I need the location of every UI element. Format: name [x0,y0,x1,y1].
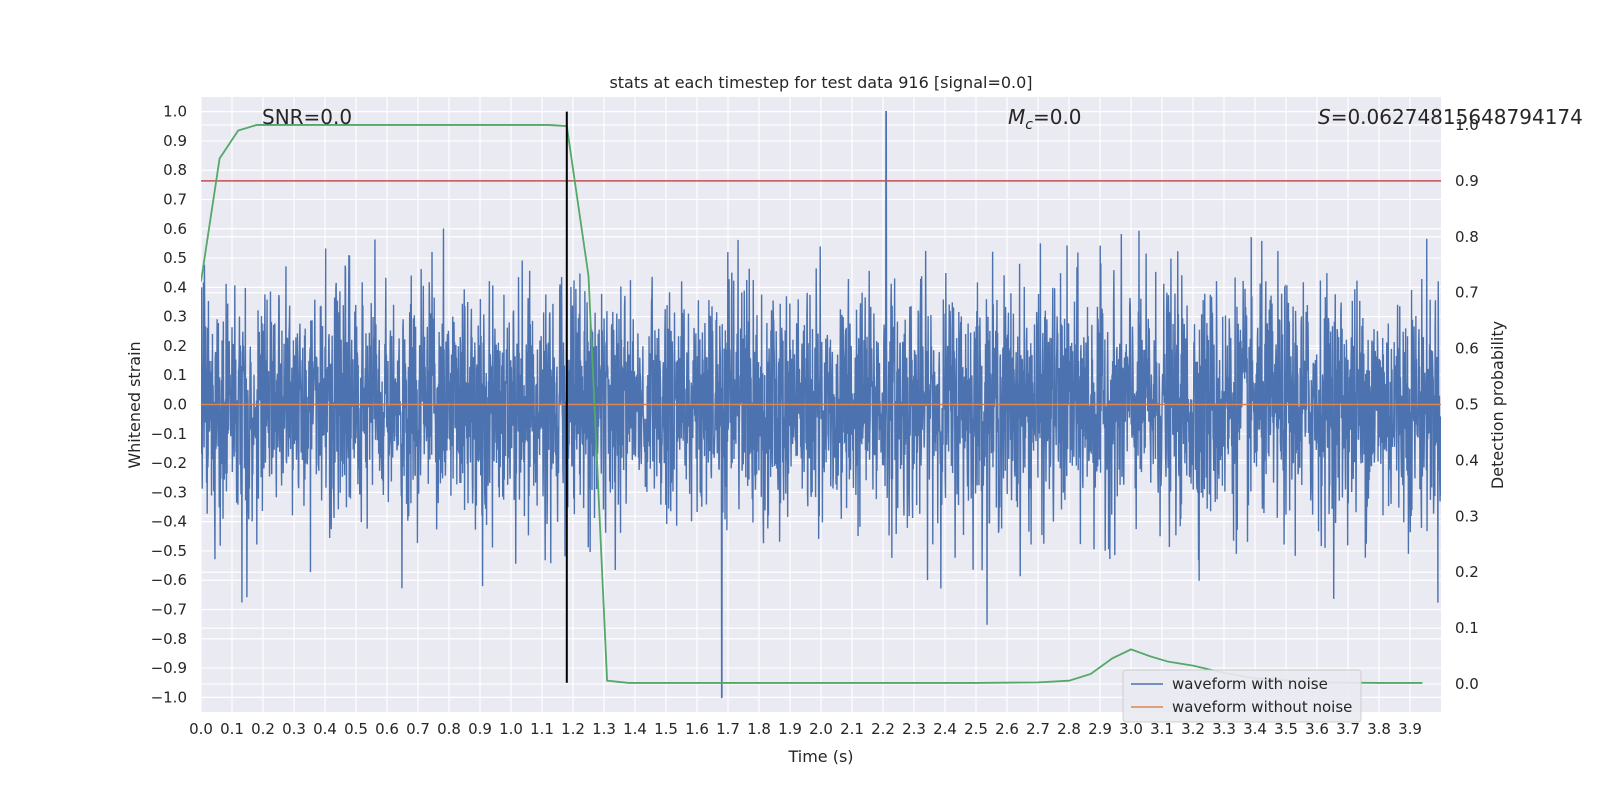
y-tick-label: −0.4 [151,513,187,531]
y2-axis-ticks: 1.0 0.9 0.8 0.7 0.6 0.5 0.4 0.3 0.2 0.1 0.0 [1455,116,1479,693]
x-tick-label: 1.2 [561,720,585,738]
y-tick-label: 1.0 [163,103,187,121]
y-tick-label: 0.5 [163,249,187,267]
legend-label-clean: waveform without noise [1172,698,1352,716]
y2-tick-label: 0.7 [1455,284,1479,302]
y-tick-label: −0.6 [151,571,187,589]
x-tick-label: 2.9 [1088,720,1112,738]
legend: waveform with noise waveform without noi… [1122,669,1362,723]
x-tick-label: 0.2 [251,720,275,738]
x-tick-label: 1.0 [499,720,523,738]
x-tick-label: 0.5 [344,720,368,738]
y-tick-label: −1.0 [151,688,187,706]
x-tick-label: 2.1 [840,720,864,738]
chirp-mass-annotation: Mc=0.0 [1008,105,1082,133]
y-tick-label: 0.9 [163,132,187,150]
x-tick-label: 0.1 [220,720,244,738]
y2-tick-label: 0.0 [1455,675,1479,693]
x-tick-label: 0.4 [313,720,337,738]
y2-tick-label: 1.0 [1455,116,1479,134]
x-tick-label: 1.1 [530,720,554,738]
x-tick-label: 2.0 [809,720,833,738]
y-tick-label: 0.3 [163,308,187,326]
x-tick-label: 2.3 [902,720,926,738]
x-tick-label: 0.3 [282,720,306,738]
y2-axis-label: Detection probability [1488,321,1507,489]
x-tick-label: 3.2 [1181,720,1205,738]
x-tick-label: 2.7 [1026,720,1050,738]
x-tick-label: 1.6 [685,720,709,738]
x-tick-label: 2.2 [871,720,895,738]
x-tick-label: 3.7 [1336,720,1360,738]
x-tick-label: 3.6 [1305,720,1329,738]
x-tick-label: 1.4 [623,720,647,738]
y-tick-label: −0.1 [151,425,187,443]
y-tick-label: 0.2 [163,337,187,355]
s-annotation: S=0.06274815648794174 [1318,105,1583,129]
y-tick-label: 0.1 [163,366,187,384]
y2-tick-label: 0.1 [1455,619,1479,637]
x-tick-label: 3.1 [1150,720,1174,738]
x-axis-ticks: 0.0 0.1 0.2 0.3 0.4 0.5 0.6 0.7 0.8 0.9 1.0 1.1 1.2 1… [189,720,1422,738]
x-tick-label: 0.0 [189,720,213,738]
y-tick-label: −0.2 [151,454,187,472]
x-tick-label: 0.6 [375,720,399,738]
y2-tick-label: 0.9 [1455,172,1479,190]
series-waveform-with-noise [201,110,1441,699]
x-tick-label: 1.3 [592,720,616,738]
x-tick-label: 1.9 [778,720,802,738]
x-tick-label: 0.9 [468,720,492,738]
legend-box [1122,669,1362,723]
y2-tick-label: 0.8 [1455,228,1479,246]
y-tick-label: −0.7 [151,601,187,619]
x-tick-label: 1.5 [654,720,678,738]
y-tick-label: 0.7 [163,191,187,209]
x-axis-label: Time (s) [787,747,853,766]
x-tick-label: 3.0 [1119,720,1143,738]
chart-title: stats at each timestep for test data 916… [609,73,1032,92]
x-tick-label: 1.8 [747,720,771,738]
x-tick-label: 3.9 [1398,720,1422,738]
x-tick-label: 3.4 [1243,720,1267,738]
x-tick-label: 3.3 [1212,720,1236,738]
y-tick-label: 0.4 [163,278,187,296]
x-tick-label: 2.6 [995,720,1019,738]
snr-annotation: SNR=0.0 [262,105,352,129]
x-tick-label: 3.5 [1274,720,1298,738]
y2-tick-label: 0.3 [1455,507,1479,525]
x-tick-label: 3.8 [1367,720,1391,738]
x-tick-label: 0.7 [406,720,430,738]
legend-label-noise: waveform with noise [1172,675,1328,693]
y2-tick-label: 0.5 [1455,396,1479,414]
series-detection-probability [201,124,1423,684]
x-tick-label: 2.5 [964,720,988,738]
y-tick-label: −0.8 [151,630,187,648]
y-axis-ticks: 1.0 0.9 0.8 0.7 0.6 0.5 0.4 0.3 0.2 0.1 0.0 −0.1 −0.… [151,103,187,707]
y2-tick-label: 0.6 [1455,340,1479,358]
x-tick-label: 0.8 [437,720,461,738]
y-tick-label: −0.3 [151,483,187,501]
y-axis-label: Whitened strain [125,341,144,468]
y-tick-label: 0.8 [163,161,187,179]
x-tick-label: 2.8 [1057,720,1081,738]
y-tick-label: −0.9 [151,659,187,677]
y2-tick-label: 0.2 [1455,563,1479,581]
x-tick-label: 1.7 [716,720,740,738]
y-tick-label: −0.5 [151,542,187,560]
y2-tick-label: 0.4 [1455,451,1479,469]
x-tick-label: 2.4 [933,720,957,738]
y-tick-label: 0.0 [163,396,187,414]
y-tick-label: 0.6 [163,220,187,238]
